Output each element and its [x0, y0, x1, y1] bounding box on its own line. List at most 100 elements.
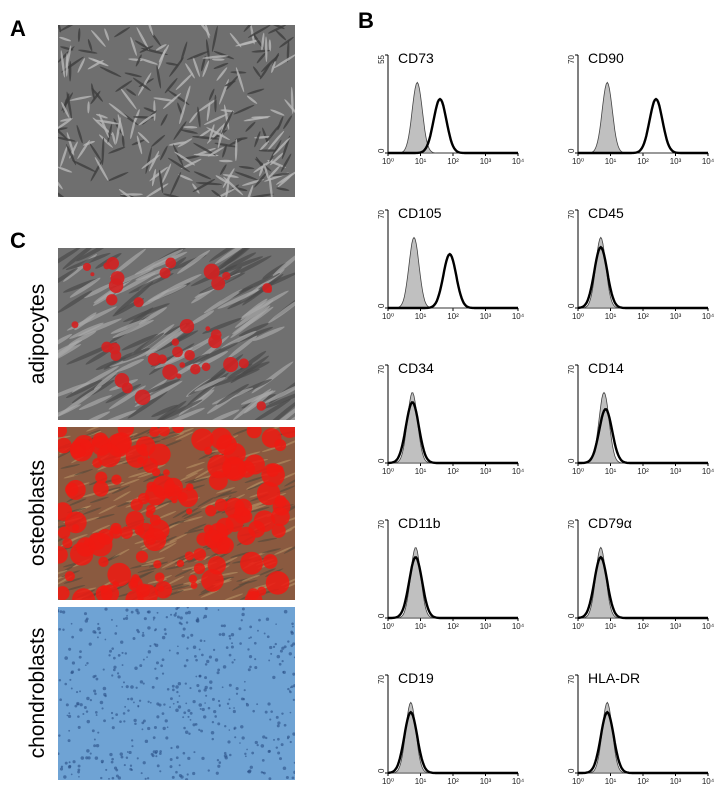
nucleus	[161, 712, 165, 715]
marker-stain	[578, 97, 708, 155]
nucleus	[186, 773, 189, 776]
nucleus	[215, 771, 219, 775]
cell-shape	[69, 322, 104, 339]
cell-shape	[250, 25, 255, 45]
nucleus	[276, 724, 280, 728]
cell-shape	[245, 121, 256, 132]
nucleus	[78, 655, 82, 659]
cell-shape	[268, 39, 272, 52]
cell-shape	[232, 388, 272, 420]
cell-shape	[180, 129, 198, 134]
y-tick-label: 70	[567, 674, 576, 683]
nucleus	[123, 764, 126, 767]
nucleus	[142, 719, 146, 723]
x-tick-label: 10¹	[605, 467, 617, 476]
cell-shape	[121, 135, 125, 148]
cell-shape	[145, 557, 165, 564]
nucleus	[133, 718, 137, 723]
nucleus	[64, 682, 68, 686]
nucleus	[109, 649, 112, 653]
lipid-droplet	[162, 364, 178, 380]
nucleus	[221, 632, 226, 637]
nucleus	[124, 705, 127, 708]
nucleus	[211, 697, 215, 701]
nucleus	[117, 776, 121, 780]
cell-shape	[128, 471, 148, 478]
nucleus	[95, 714, 98, 716]
cell-shape	[99, 66, 122, 78]
lipid-droplet	[106, 257, 120, 270]
nucleus	[80, 756, 85, 760]
nucleus	[69, 678, 72, 681]
nucleus	[205, 694, 208, 697]
lipid-droplet	[179, 319, 195, 334]
mineral	[163, 469, 170, 477]
image-label: chondroblasts	[26, 628, 49, 759]
nucleus	[183, 711, 187, 715]
cell-shape	[115, 80, 133, 92]
nucleus	[149, 644, 152, 648]
nucleus	[272, 675, 276, 680]
cell-shape	[254, 171, 268, 188]
nucleus	[276, 654, 281, 659]
cell-shape	[60, 50, 65, 78]
nucleus	[198, 648, 201, 651]
nucleus	[166, 726, 169, 729]
nucleus	[171, 684, 175, 688]
nucleus	[142, 761, 146, 765]
cell-shape	[222, 168, 235, 188]
nucleus	[153, 726, 157, 730]
x-tick-label: 10³	[670, 312, 682, 321]
cell-shape	[200, 500, 219, 509]
mineral	[92, 432, 109, 449]
cell-shape	[95, 357, 127, 371]
nucleus	[94, 711, 98, 714]
lipid-droplet	[190, 364, 201, 375]
nucleus	[151, 754, 155, 758]
nucleus	[85, 756, 89, 760]
cell-shape	[209, 248, 251, 262]
x-tick-label: 10²	[447, 622, 459, 631]
cell-shape	[98, 505, 117, 515]
cell-shape	[211, 189, 222, 197]
lipid-droplet	[106, 294, 118, 306]
mineral	[186, 508, 193, 515]
mineral	[240, 551, 263, 575]
nucleus	[182, 751, 186, 755]
cell-shape	[66, 306, 117, 331]
cell-shape	[178, 174, 193, 181]
x-tick-label: 10²	[447, 467, 459, 476]
nucleus	[100, 759, 104, 764]
nucleus	[72, 760, 76, 764]
nucleus	[283, 609, 288, 614]
nucleus	[228, 683, 232, 687]
cell-shape	[267, 25, 287, 34]
cell-shape	[261, 397, 295, 420]
nucleus	[96, 636, 99, 639]
nucleus	[217, 699, 221, 703]
nucleus	[287, 640, 290, 643]
cell-shape	[108, 146, 126, 154]
cell-shape	[245, 184, 254, 197]
nucleus	[115, 713, 119, 716]
nucleus	[254, 658, 257, 661]
nucleus	[187, 756, 191, 761]
cell-shape	[108, 385, 146, 410]
marker-stain	[577, 245, 708, 310]
nucleus	[123, 720, 126, 723]
nucleus	[175, 745, 180, 749]
nucleus	[144, 777, 147, 780]
cell-shape	[192, 183, 200, 194]
x-tick-label: 10³	[670, 157, 682, 166]
nucleus	[288, 652, 292, 656]
nucleus	[104, 607, 108, 611]
nucleus	[187, 715, 190, 718]
nucleus	[278, 757, 283, 761]
cell-shape	[224, 80, 236, 87]
nucleus	[201, 653, 204, 657]
x-tick-label: 10²	[637, 622, 649, 631]
isotype-control	[578, 546, 708, 619]
nucleus	[136, 611, 140, 615]
nucleus	[126, 751, 129, 753]
